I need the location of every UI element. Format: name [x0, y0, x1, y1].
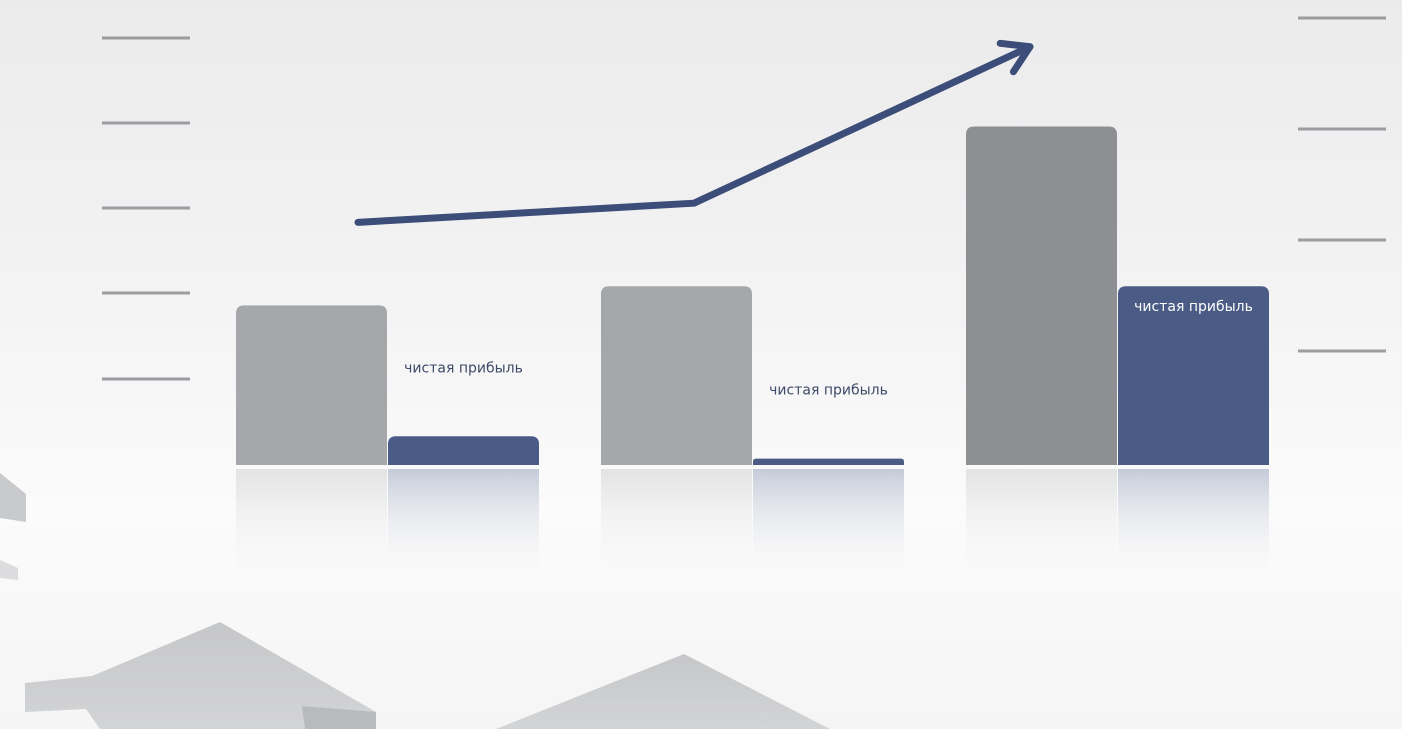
reflection-gray-2	[601, 469, 752, 579]
decor-arrow-left-edge-shadow	[0, 560, 18, 580]
bar-blue-3	[1118, 286, 1269, 465]
bar-value-labels: чистая прибыль чистая прибыль чистая прибы…	[404, 299, 1253, 398]
bars	[236, 126, 1269, 466]
decorative-arrows	[0, 473, 830, 729]
decor-arrow-left-edge	[0, 473, 26, 522]
bar-gray-3	[966, 126, 1117, 466]
trend-arrowhead	[996, 39, 1034, 76]
bar-blue-2	[753, 458, 904, 465]
decor-arrow-2	[496, 654, 830, 729]
bar-blue-1	[388, 436, 539, 465]
reflection-blue-1	[388, 469, 539, 579]
decor-arrow-1-side	[302, 706, 376, 729]
trend-arrow	[354, 39, 1034, 226]
bar-value-label-3: чистая прибыль	[1134, 299, 1253, 315]
reflection-blue-2	[753, 469, 904, 579]
bar-value-label-1: чистая прибыль	[404, 360, 523, 376]
decor-arrow-1	[25, 622, 376, 729]
trend-line	[354, 43, 1034, 226]
bar-reflections	[236, 469, 1269, 579]
left-axis-ticks	[102, 36, 190, 381]
reflection-blue-3	[1118, 469, 1269, 579]
bar-gray-2	[601, 286, 752, 465]
right-axis-ticks	[1298, 16, 1386, 353]
reflection-gray-1	[236, 469, 387, 579]
bar-gray-1	[236, 305, 387, 465]
reflection-gray-3	[966, 469, 1117, 579]
bar-value-label-2: чистая прибыль	[769, 383, 888, 399]
